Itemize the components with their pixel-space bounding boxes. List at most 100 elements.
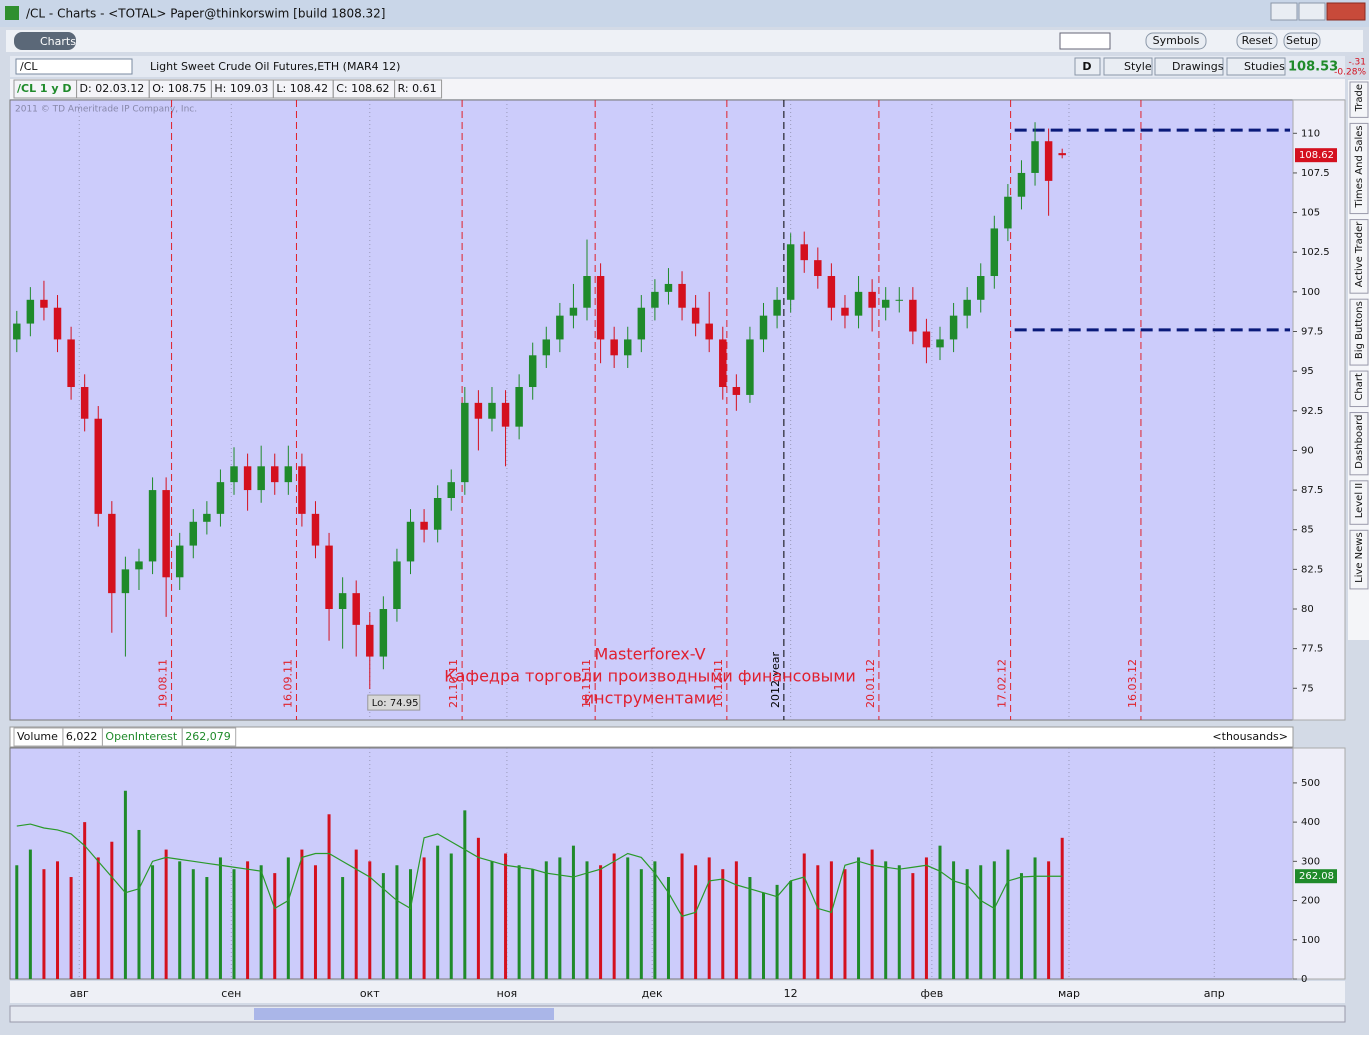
scrollbar[interactable]	[9, 1005, 1346, 1023]
drawings-button[interactable]	[1154, 57, 1224, 76]
last-price: 108.53	[1288, 60, 1338, 75]
candle-body	[854, 291, 863, 316]
toolbar	[6, 30, 1363, 52]
studies-button[interactable]	[1226, 57, 1286, 76]
volume-bar	[83, 822, 87, 979]
candle-body	[895, 299, 904, 301]
y-tick-label: 110	[1301, 128, 1320, 139]
x-tick-label: окт	[360, 987, 380, 1000]
side-tab-frame[interactable]	[1349, 122, 1369, 215]
y-tick-label: 200	[1301, 896, 1320, 907]
candle-body	[26, 299, 35, 324]
volume-bar	[96, 857, 100, 979]
symbols-button[interactable]	[1145, 32, 1207, 50]
candle-body	[67, 339, 75, 388]
volume-bar	[802, 853, 806, 979]
change: -.31	[1348, 58, 1366, 68]
volume-bar	[1006, 849, 1010, 979]
y-tick-label: 82.5	[1301, 564, 1323, 575]
watermark: 2011 © TD Ameritrade IP Company, Inc.	[15, 105, 197, 115]
volume-bar	[123, 790, 127, 979]
volume-bar	[259, 865, 263, 979]
volume-bar	[775, 884, 779, 979]
volume-bar	[870, 849, 874, 979]
header-box	[181, 727, 237, 747]
candle-body	[705, 323, 713, 340]
close[interactable]	[1326, 2, 1366, 21]
volume-bar	[952, 861, 956, 979]
side-tab: Dashboard	[1354, 415, 1365, 469]
volume-header-field: OpenInterest	[105, 730, 177, 743]
maximize[interactable]	[1298, 2, 1326, 21]
button-label: Studies	[1244, 60, 1285, 73]
volume-bar	[205, 877, 209, 979]
side-tab-frame[interactable]	[1349, 529, 1369, 590]
volume-header-field: Volume	[17, 730, 58, 743]
y-tick-label: 500	[1301, 778, 1320, 789]
candle-body	[488, 402, 496, 419]
volume-bar	[42, 869, 46, 979]
symbol-input[interactable]	[15, 58, 133, 75]
volume-bar	[911, 873, 915, 979]
volume-bar	[341, 877, 345, 979]
button-label: Symbols	[1153, 34, 1200, 47]
candle-body	[325, 545, 333, 610]
candle-body	[135, 561, 143, 570]
scroll-thumb[interactable]	[254, 1008, 554, 1020]
volume-bar	[653, 861, 657, 979]
volume-bar	[531, 869, 535, 979]
info-field: C: 108.62	[336, 82, 389, 95]
side-tab-frame[interactable]	[1349, 219, 1369, 294]
y-tick-label: 85	[1301, 525, 1314, 536]
volume-bar	[15, 865, 19, 979]
time-axis	[10, 981, 1345, 1003]
layout-box[interactable]	[1059, 32, 1111, 50]
volume-bar	[1060, 837, 1064, 979]
volume-axis	[1292, 747, 1346, 980]
y-tick-label: 92.5	[1301, 406, 1323, 417]
candle-body	[569, 307, 578, 316]
volume-units: <thousands>	[1212, 730, 1288, 743]
candle-body	[366, 624, 374, 657]
style-button[interactable]	[1103, 57, 1153, 76]
volume-bar	[857, 857, 861, 979]
side-tab-frame[interactable]	[1349, 412, 1369, 476]
x-tick-label: ноя	[497, 987, 518, 1000]
date-line-label: 19.08.11	[157, 659, 170, 708]
volume-bar	[965, 869, 969, 979]
side-tab: Times And Sales	[1354, 125, 1365, 208]
volume-bar	[1019, 873, 1023, 979]
side-tab-frame[interactable]	[1349, 298, 1369, 366]
volume-bar	[137, 829, 141, 979]
side-tab-frame[interactable]	[1349, 81, 1369, 118]
app-icon	[5, 6, 19, 20]
period-button[interactable]	[1074, 57, 1101, 76]
charts-tab[interactable]	[14, 32, 76, 50]
annotation: Masterforex-V	[594, 645, 705, 664]
volume-bar	[707, 857, 711, 979]
candle-body	[447, 482, 455, 499]
date-line-label: 17.02.12	[996, 659, 1009, 708]
volume-bar	[789, 880, 793, 979]
volume-bar	[517, 865, 521, 979]
candle-body	[284, 466, 293, 483]
minimize[interactable]	[1270, 2, 1298, 21]
candle-body	[610, 339, 618, 356]
side-tab-frame[interactable]	[1349, 370, 1369, 408]
volume-bar	[232, 869, 236, 979]
volume-bar	[544, 861, 548, 979]
info-field: /CL 1 y D	[17, 82, 72, 95]
volume-bar	[979, 865, 983, 979]
info-bar	[10, 79, 1293, 99]
candle-body	[556, 315, 564, 340]
setup-button[interactable]	[1283, 32, 1321, 50]
price-axis	[1292, 99, 1346, 721]
reset-button[interactable]	[1236, 32, 1278, 50]
y-tick-label: 400	[1301, 817, 1320, 828]
candle-body	[80, 387, 89, 419]
oi-label: 262.08	[1299, 871, 1334, 882]
candle-body	[406, 521, 415, 562]
volume-bar	[599, 865, 603, 979]
side-tab-frame[interactable]	[1349, 480, 1369, 525]
